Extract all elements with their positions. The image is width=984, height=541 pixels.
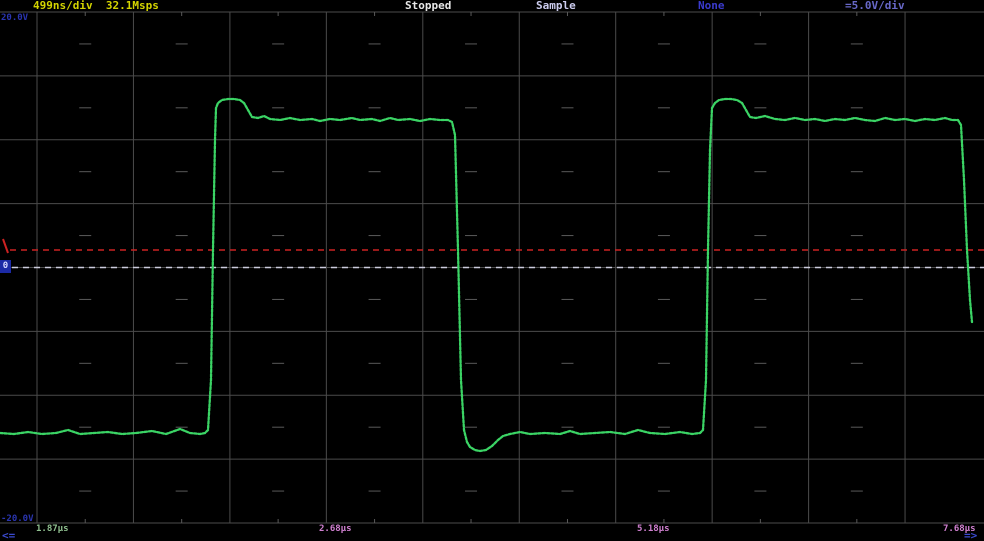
time-label-3: 7.68µs bbox=[943, 524, 976, 534]
pan-left-button[interactable]: <= bbox=[2, 529, 16, 541]
trigger-marker-icon[interactable] bbox=[2, 238, 9, 254]
zero-reference-marker[interactable]: 0 bbox=[0, 260, 11, 273]
time-label-1: 2.68µs bbox=[319, 524, 352, 534]
timebase-samplerate-readout: 499ns/div 32.1Msps bbox=[33, 0, 159, 12]
volts-per-div-readout[interactable]: =5.0V/div bbox=[845, 0, 905, 12]
trigger-filter[interactable]: None bbox=[698, 0, 725, 12]
acquisition-mode[interactable]: Sample bbox=[536, 0, 576, 12]
time-label-2: 5.18µs bbox=[637, 524, 670, 534]
scale-bottom-voltage: -20.0V bbox=[1, 514, 34, 524]
pan-right-button[interactable]: => bbox=[964, 529, 978, 541]
channel1-waveform-trace bbox=[0, 97, 974, 453]
acquisition-status[interactable]: Stopped bbox=[405, 0, 452, 12]
scale-top-voltage: 20.0V bbox=[1, 13, 29, 23]
time-label-0: 1.87µs bbox=[36, 524, 69, 534]
